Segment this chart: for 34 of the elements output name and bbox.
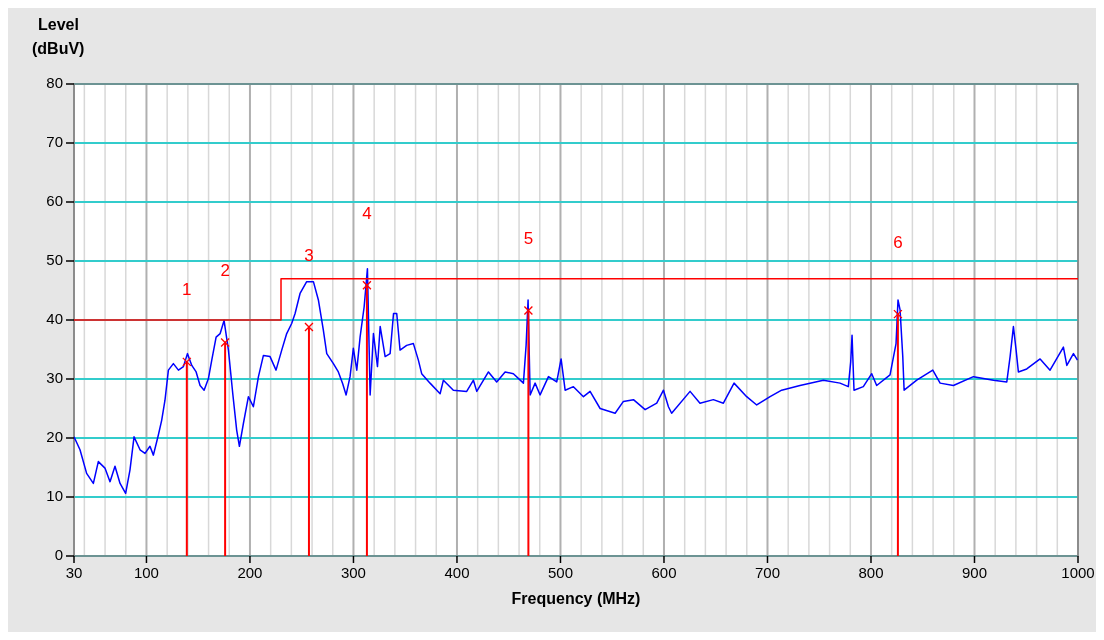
- point: [220, 337, 230, 348]
- x-tick-label: 100: [133, 564, 159, 581]
- y-tick-label: 20: [46, 427, 63, 445]
- y-tick-label: 30: [46, 368, 63, 386]
- x-tick-label: 900: [961, 564, 988, 581]
- y-tick-label: 10: [46, 486, 63, 504]
- y-tick-label: 70: [46, 132, 63, 150]
- y-tick-label: 40: [46, 309, 63, 327]
- x-tick-label: 1000: [1061, 564, 1095, 581]
- y-tick-label: 0: [54, 545, 63, 563]
- y-tick-label: 50: [46, 250, 63, 268]
- x-tick-label: 500: [547, 564, 573, 581]
- x-tick-label: 300: [340, 564, 366, 581]
- x-tick-label: 700: [754, 564, 780, 581]
- y-tick-label: 60: [46, 191, 63, 209]
- x-tick-label: 400: [444, 564, 470, 581]
- x-tick-label: 200: [237, 564, 263, 581]
- point: [182, 357, 192, 367]
- point: [893, 309, 903, 319]
- annotation: 1: [182, 280, 192, 300]
- annotation: 2: [220, 260, 230, 280]
- annotation: 6: [893, 232, 903, 252]
- x-tick-label: 600: [651, 564, 677, 581]
- point: [362, 280, 372, 290]
- annotation: 4: [362, 203, 372, 223]
- point: [304, 322, 314, 332]
- point: [523, 305, 534, 316]
- x-tick-label: 800: [858, 564, 884, 581]
- x-axis-title: Frequency (MHz): [511, 590, 641, 607]
- y-axis-title: Level (dBuV): [32, 16, 85, 57]
- y-tick-label: 80: [46, 73, 63, 91]
- annotation: 5: [523, 229, 534, 249]
- x-tick-label: 30: [65, 564, 83, 581]
- annotation: 3: [304, 245, 314, 265]
